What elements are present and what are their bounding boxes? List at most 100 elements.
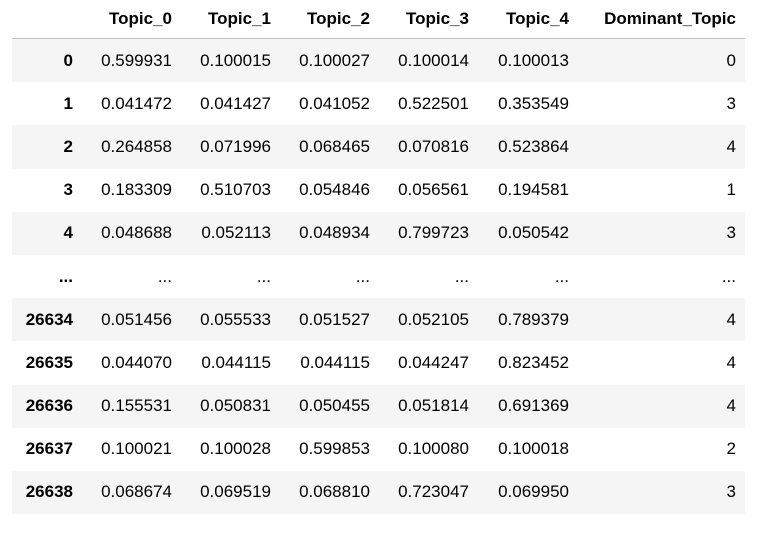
- cell: 0.353549: [498, 93, 569, 113]
- cell: 0.523864: [498, 136, 569, 156]
- cell: 0.799723: [398, 223, 469, 243]
- cell: 2: [726, 439, 736, 459]
- cell: 0.823452: [498, 352, 569, 372]
- row-index: 0: [63, 50, 73, 70]
- cell: 0.100013: [498, 50, 569, 70]
- index-header: [12, 0, 82, 39]
- cell: 0.041472: [101, 93, 172, 113]
- cell: 0.071996: [200, 136, 271, 156]
- cell: 0.100015: [200, 50, 271, 70]
- column-header: Topic_2: [280, 0, 379, 39]
- row-index: 3: [63, 180, 73, 200]
- row: 4 0.048688 0.052113 0.048934 0.799723 0.05054…: [12, 211, 745, 255]
- row: 3 0.183309 0.510703 0.054846 0.056561 0.19458…: [12, 169, 745, 212]
- cell: 4: [726, 352, 736, 372]
- cell: 0: [726, 50, 736, 70]
- cell: 0.100028: [200, 439, 271, 459]
- cell: 0.051814: [398, 396, 469, 416]
- row-index: 1: [63, 93, 73, 113]
- row: 26634 0.051456 0.055533 0.051527 0.052105 0.7…: [12, 298, 745, 342]
- cell: 0.056561: [398, 180, 469, 200]
- row: 2 0.264858 0.071996 0.068465 0.070816 0.52386…: [12, 125, 745, 169]
- cell: 0.050455: [299, 396, 370, 416]
- cell: 0.044115: [201, 352, 271, 372]
- cell: 0.155531: [101, 396, 172, 416]
- cell: 0.051456: [101, 309, 172, 329]
- header: Topic_0 Topic_1 Topic_2 Topic_3 Topic_4 Domin…: [12, 0, 745, 39]
- cell: 0.052105: [398, 309, 469, 329]
- cell: 0.070816: [398, 136, 469, 156]
- cell: 0.100014: [398, 50, 469, 70]
- cell: 0.044115: [300, 352, 370, 372]
- cell: 0.044070: [101, 352, 172, 372]
- dataframe: Topic_0 Topic_1 Topic_2 Topic_3 Topic_4 Domin…: [12, 0, 745, 515]
- cell: 0.068465: [299, 136, 370, 156]
- cell: 0.048688: [101, 223, 172, 243]
- cell: ...: [355, 266, 370, 286]
- row-index: 26636: [25, 396, 73, 416]
- cell: ...: [157, 266, 172, 286]
- cell: 0.054846: [299, 180, 370, 200]
- column-header: Topic_3: [379, 0, 478, 39]
- cell: 0.100018: [498, 439, 569, 459]
- column-header: Topic_0: [82, 0, 181, 39]
- cell: 4: [726, 396, 736, 416]
- cell: 0.100027: [299, 50, 370, 70]
- cell: 0.691369: [498, 396, 569, 416]
- cell: 3: [726, 93, 736, 113]
- column-header: Topic_4: [478, 0, 578, 39]
- row-index: 4: [63, 223, 73, 243]
- row: 26638 0.068674 0.069519 0.068810 0.723047 0.0…: [12, 470, 745, 515]
- cell: 0.041427: [200, 93, 271, 113]
- cell: 0.100021: [101, 439, 172, 459]
- cell: 3: [726, 482, 736, 502]
- row-index: 26638: [25, 482, 73, 502]
- cell: ...: [721, 266, 736, 286]
- cell: 0.264858: [101, 136, 172, 156]
- cell: 0.048934: [299, 223, 370, 243]
- cell: 4: [726, 136, 736, 156]
- cell: 0.052113: [201, 223, 271, 243]
- cell: ...: [454, 266, 469, 286]
- cell: ...: [256, 266, 271, 286]
- cell: 0.069519: [200, 482, 271, 502]
- row: 26635 0.044070 0.044115 0.044115 0.044247 0.8…: [12, 341, 745, 384]
- row: 26636 0.155531 0.050831 0.050455 0.051814 0.6…: [12, 384, 745, 428]
- row: 26637 0.100021 0.100028 0.599853 0.100080 0.1…: [12, 428, 745, 471]
- cell: 0.068674: [101, 482, 172, 502]
- column-header: Topic_1: [181, 0, 280, 39]
- cell: 0.510703: [200, 180, 271, 200]
- row-index: 2: [63, 136, 73, 156]
- row-index: ...: [58, 266, 73, 286]
- cell: 0.055533: [200, 309, 271, 329]
- cell: 0.183309: [101, 180, 172, 200]
- cell: 0.599853: [299, 439, 370, 459]
- cell: 0.068810: [299, 482, 370, 502]
- row: .....................: [12, 255, 745, 298]
- cell: 0.069950: [498, 482, 569, 502]
- cell: 0.051527: [299, 309, 370, 329]
- column-header: Dominant_Topic: [578, 0, 745, 39]
- cell: 0.044247: [398, 352, 469, 372]
- cell: 0.599931: [101, 50, 172, 70]
- header-row: Topic_0 Topic_1 Topic_2 Topic_3 Topic_4 Domin…: [12, 0, 745, 39]
- cell: 0.194581: [498, 180, 569, 200]
- cell: 0.050542: [498, 223, 569, 243]
- cell: 0.050831: [200, 396, 271, 416]
- cell: 0.100080: [398, 439, 469, 459]
- cell: 0.723047: [398, 482, 469, 502]
- cell: 0.041052: [299, 93, 370, 113]
- cell: 1: [726, 180, 736, 200]
- cell: 4: [726, 309, 736, 329]
- row-index: 26634: [25, 309, 73, 329]
- cell: 0.789379: [498, 309, 569, 329]
- cell: ...: [554, 266, 569, 286]
- cell: 3: [726, 223, 736, 243]
- row: 0 0.599931 0.100015 0.100027 0.100014 0.10001…: [12, 38, 745, 83]
- body: 0 0.599931 0.100015 0.100027 0.100014 0.10001…: [12, 38, 745, 515]
- row: 1 0.041472 0.041427 0.041052 0.522501 0.35354…: [12, 82, 745, 125]
- row-index: 26635: [25, 352, 73, 372]
- cell: 0.522501: [398, 93, 469, 113]
- row-index: 26637: [25, 439, 73, 459]
